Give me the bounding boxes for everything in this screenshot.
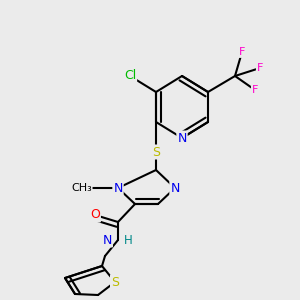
- Text: N: N: [103, 233, 112, 247]
- Text: H: H: [124, 233, 133, 247]
- Text: S: S: [152, 146, 160, 158]
- Text: F: F: [257, 63, 263, 73]
- Text: S: S: [111, 275, 119, 289]
- Text: F: F: [252, 85, 258, 95]
- Text: N: N: [113, 182, 123, 194]
- Text: F: F: [239, 47, 245, 57]
- Text: N: N: [177, 131, 187, 145]
- Text: O: O: [90, 208, 100, 221]
- Text: Cl: Cl: [124, 70, 136, 83]
- Text: CH₃: CH₃: [71, 183, 92, 193]
- Text: N: N: [170, 182, 180, 194]
